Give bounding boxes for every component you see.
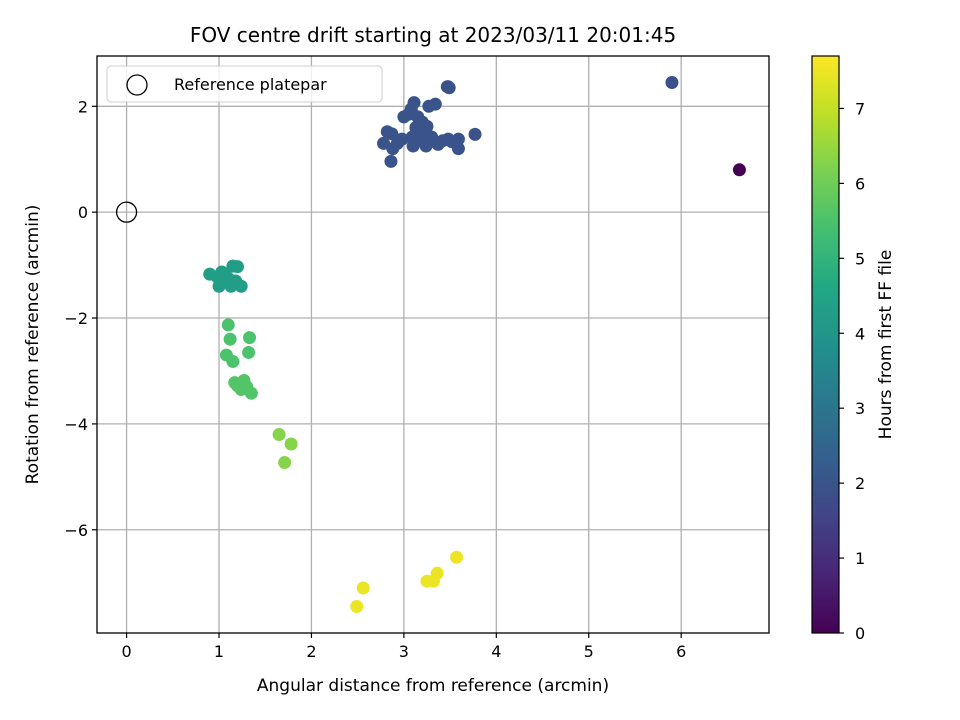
data-point	[350, 600, 364, 614]
data-point	[278, 456, 292, 470]
data-point	[430, 566, 444, 580]
colorbar-tick-label: 3	[855, 399, 865, 418]
data-point	[450, 550, 464, 564]
y-tick-label: −4	[64, 415, 88, 434]
data-point	[468, 127, 482, 141]
data-point	[234, 279, 248, 293]
data-point	[665, 75, 679, 89]
data-point	[442, 81, 456, 95]
data-point	[384, 154, 398, 168]
data-point	[221, 318, 235, 332]
grid	[97, 56, 769, 633]
x-tick-label: 1	[214, 642, 224, 661]
colorbar-tick-label: 6	[855, 174, 865, 193]
reference-platepar-marker	[115, 201, 138, 223]
legend: Reference platepar	[106, 65, 383, 103]
data-point	[242, 345, 256, 359]
x-tick-label: 0	[121, 642, 131, 661]
data-point	[395, 132, 409, 146]
axis-ticks: 0 1 2 3 4 5 6 −6 −4 −2 0 2	[64, 97, 686, 661]
data-point	[356, 581, 370, 595]
data-point	[272, 427, 286, 441]
data-point	[212, 279, 226, 293]
colorbar: 0 1 2 3 4 5 6 7 Hours from first FF file	[811, 55, 896, 643]
colorbar-tick-label: 7	[855, 99, 865, 118]
x-tick-label: 4	[491, 642, 501, 661]
legend-marker-reference	[126, 74, 148, 96]
legend-label-reference: Reference platepar	[174, 75, 327, 94]
x-tick-label: 5	[584, 642, 594, 661]
y-tick-label: 0	[78, 203, 88, 222]
data-point	[451, 132, 465, 146]
chart-title: FOV centre drift starting at 2023/03/11 …	[190, 23, 676, 47]
data-point	[407, 96, 421, 110]
data-point	[420, 119, 434, 133]
colorbar-tick-label: 4	[855, 324, 865, 343]
y-tick-label: −2	[64, 309, 88, 328]
data-point	[732, 163, 746, 177]
data-point	[243, 331, 257, 345]
data-point	[226, 354, 240, 368]
data-point	[428, 97, 442, 111]
data-point	[451, 142, 465, 156]
data-point	[284, 437, 298, 451]
colorbar-gradient	[811, 55, 840, 634]
y-axis-label: Rotation from reference (arcmin)	[23, 205, 43, 485]
colorbar-tick-label: 0	[855, 624, 865, 643]
colorbar-ticks: 0 1 2 3 4 5 6 7	[839, 99, 865, 643]
x-tick-label: 6	[676, 642, 686, 661]
data-point	[223, 332, 237, 346]
reference-marker	[115, 201, 138, 223]
plot-frame	[96, 55, 770, 634]
colorbar-tick-label: 5	[855, 249, 865, 268]
colorbar-tick-label: 1	[855, 549, 865, 568]
y-tick-label: −6	[64, 521, 88, 540]
data-point	[244, 386, 258, 400]
data-point	[385, 127, 399, 141]
x-tick-label: 3	[399, 642, 409, 661]
data-points	[203, 75, 746, 614]
legend-box	[106, 65, 383, 103]
colorbar-label: Hours from first FF file	[876, 250, 896, 440]
x-tick-label: 2	[306, 642, 316, 661]
colorbar-tick-label: 2	[855, 474, 865, 493]
y-tick-label: 2	[78, 97, 88, 116]
x-axis-label: Angular distance from reference (arcmin)	[257, 676, 609, 696]
data-point	[231, 260, 245, 274]
